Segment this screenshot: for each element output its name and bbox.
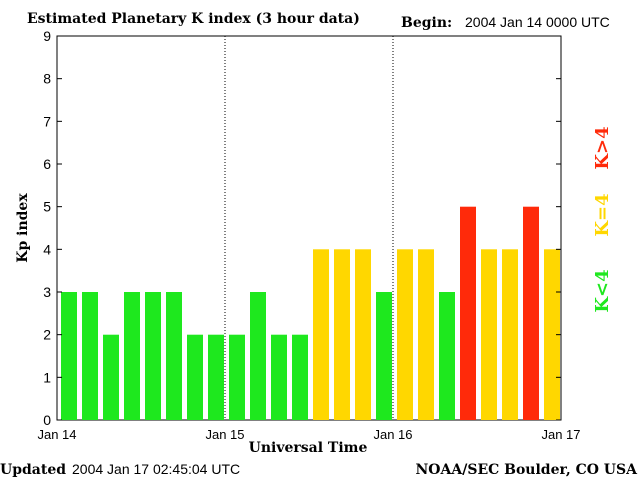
kp-bar [61, 292, 77, 420]
kp-bar [271, 334, 287, 420]
y-tick-label: 1 [43, 369, 51, 385]
kp-bar [376, 292, 392, 420]
begin-label: Begin: [401, 15, 452, 31]
y-axis-ticks: 0 1 2 3 4 5 6 7 8 9 [43, 28, 561, 428]
kp-bar [313, 249, 329, 420]
x-axis-ticks: Jan 14 Jan 15 Jan 16 Jan 17 [37, 427, 580, 442]
kp-bar [103, 334, 119, 420]
x-tick-label: Jan 17 [541, 427, 580, 442]
y-axis-label: Kp index [15, 193, 31, 263]
y-tick-label: 3 [43, 284, 51, 300]
kp-bar [229, 334, 245, 420]
kp-bar [145, 292, 161, 420]
kp-bar [292, 334, 308, 420]
kp-bar [355, 249, 371, 420]
x-tick-label: Jan 15 [205, 427, 244, 442]
kp-bar [481, 249, 497, 420]
y-tick-label: 8 [43, 71, 51, 87]
y-tick-label: 4 [43, 241, 51, 257]
updated-value: 2004 Jan 17 02:45:04 UTC [72, 461, 240, 477]
chart-title: Estimated Planetary K index (3 hour data… [27, 11, 360, 27]
legend-mid: K=4 [592, 193, 613, 236]
kp-bar [166, 292, 182, 420]
kp-bar [460, 206, 476, 420]
kp-bar [124, 292, 140, 420]
y-tick-label: 6 [43, 156, 51, 172]
y-tick-label: 2 [43, 327, 51, 343]
kp-bar [523, 206, 539, 420]
kp-bar [418, 249, 434, 420]
kp-bar [397, 249, 413, 420]
kp-bar [334, 249, 350, 420]
kp-bar [187, 334, 203, 420]
kp-bar [82, 292, 98, 420]
kp-bar [439, 292, 455, 420]
x-tick-label: Jan 16 [373, 427, 412, 442]
y-tick-label: 0 [43, 412, 51, 428]
source-credit: NOAA/SEC Boulder, CO USA [416, 462, 639, 478]
x-axis-label: Universal Time [249, 440, 368, 456]
day-separators [224, 36, 394, 420]
y-tick-label: 5 [43, 199, 51, 215]
legend-low: K<4 [592, 269, 613, 312]
bars-group [61, 206, 560, 420]
updated-label: Updated [0, 462, 66, 478]
plot-frame [56, 35, 562, 421]
kp-bar [502, 249, 518, 420]
y-tick-label: 7 [43, 113, 51, 129]
kp-bar [250, 292, 266, 420]
x-tick-label: Jan 14 [37, 427, 76, 442]
y-tick-label: 9 [43, 28, 51, 44]
kp-bar [208, 334, 224, 420]
legend-high: K>4 [592, 126, 613, 169]
begin-value: 2004 Jan 14 0000 UTC [465, 14, 610, 30]
